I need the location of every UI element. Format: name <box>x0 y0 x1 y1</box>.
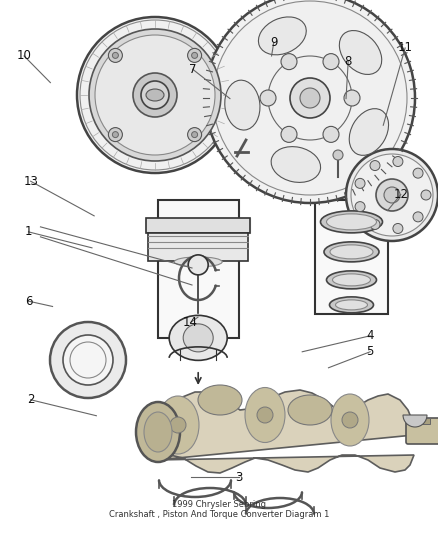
Circle shape <box>191 132 198 138</box>
Circle shape <box>281 126 297 142</box>
Circle shape <box>89 29 221 161</box>
Circle shape <box>300 88 320 108</box>
Ellipse shape <box>174 257 222 267</box>
Circle shape <box>370 220 380 229</box>
Ellipse shape <box>169 316 227 360</box>
Circle shape <box>95 35 215 155</box>
Ellipse shape <box>321 211 382 233</box>
Circle shape <box>384 187 400 203</box>
Ellipse shape <box>332 274 371 286</box>
Ellipse shape <box>188 255 208 275</box>
Circle shape <box>344 90 360 106</box>
Text: 6: 6 <box>25 295 32 308</box>
Text: 8: 8 <box>345 55 352 68</box>
Ellipse shape <box>331 394 369 446</box>
Ellipse shape <box>329 297 374 313</box>
Text: 5: 5 <box>367 345 374 358</box>
Text: 12: 12 <box>393 188 408 201</box>
Bar <box>146 218 250 233</box>
Text: 1999 Chrysler Sebring
Crankshaft , Piston And Torque Converter Diagram 1: 1999 Chrysler Sebring Crankshaft , Pisto… <box>109 499 329 519</box>
Circle shape <box>413 212 423 222</box>
Circle shape <box>260 90 276 106</box>
Circle shape <box>205 0 415 203</box>
Circle shape <box>323 54 339 70</box>
Ellipse shape <box>198 385 242 415</box>
Bar <box>148 233 248 261</box>
Ellipse shape <box>339 30 382 75</box>
Circle shape <box>141 81 169 109</box>
Circle shape <box>170 417 186 433</box>
Circle shape <box>191 52 198 59</box>
Ellipse shape <box>245 387 285 442</box>
Text: 13: 13 <box>23 175 38 188</box>
Circle shape <box>257 407 273 423</box>
Ellipse shape <box>136 402 180 462</box>
Text: 10: 10 <box>17 50 32 62</box>
Circle shape <box>413 168 423 178</box>
Text: 11: 11 <box>398 42 413 54</box>
Circle shape <box>333 150 343 160</box>
Circle shape <box>351 154 433 236</box>
Circle shape <box>355 201 365 212</box>
Bar <box>315 200 388 314</box>
Circle shape <box>80 20 230 170</box>
Ellipse shape <box>157 396 199 454</box>
Text: 14: 14 <box>183 316 198 329</box>
Ellipse shape <box>271 147 321 182</box>
Circle shape <box>290 78 330 118</box>
Circle shape <box>342 412 358 428</box>
Ellipse shape <box>336 300 367 310</box>
Ellipse shape <box>225 80 260 130</box>
Bar <box>418 418 430 424</box>
Text: 3: 3 <box>235 471 242 483</box>
Ellipse shape <box>144 412 172 452</box>
Ellipse shape <box>288 395 332 425</box>
Text: 7: 7 <box>189 63 197 76</box>
Ellipse shape <box>146 89 164 101</box>
Circle shape <box>108 127 122 142</box>
Text: 1: 1 <box>25 225 32 238</box>
Text: 4: 4 <box>366 329 374 342</box>
Circle shape <box>50 322 126 398</box>
Bar <box>158 200 239 338</box>
Circle shape <box>393 157 403 166</box>
Ellipse shape <box>326 271 377 289</box>
Circle shape <box>355 179 365 188</box>
Polygon shape <box>155 390 414 473</box>
Circle shape <box>213 1 407 195</box>
Circle shape <box>376 179 408 211</box>
Circle shape <box>187 127 201 142</box>
Text: 2: 2 <box>27 393 35 406</box>
Ellipse shape <box>258 17 306 55</box>
Ellipse shape <box>330 245 373 259</box>
Circle shape <box>393 223 403 233</box>
Circle shape <box>281 54 297 70</box>
Circle shape <box>108 49 122 62</box>
Circle shape <box>133 73 177 117</box>
Circle shape <box>187 49 201 62</box>
Circle shape <box>113 52 118 59</box>
Ellipse shape <box>183 324 213 352</box>
Circle shape <box>77 17 233 173</box>
Circle shape <box>323 126 339 142</box>
Ellipse shape <box>349 109 389 155</box>
Circle shape <box>370 160 380 171</box>
Wedge shape <box>403 415 427 427</box>
Circle shape <box>346 149 438 241</box>
Text: 9: 9 <box>270 36 278 49</box>
FancyBboxPatch shape <box>406 418 438 444</box>
Circle shape <box>113 132 118 138</box>
Circle shape <box>63 335 113 385</box>
Ellipse shape <box>324 242 379 262</box>
Ellipse shape <box>326 214 377 230</box>
Circle shape <box>421 190 431 200</box>
